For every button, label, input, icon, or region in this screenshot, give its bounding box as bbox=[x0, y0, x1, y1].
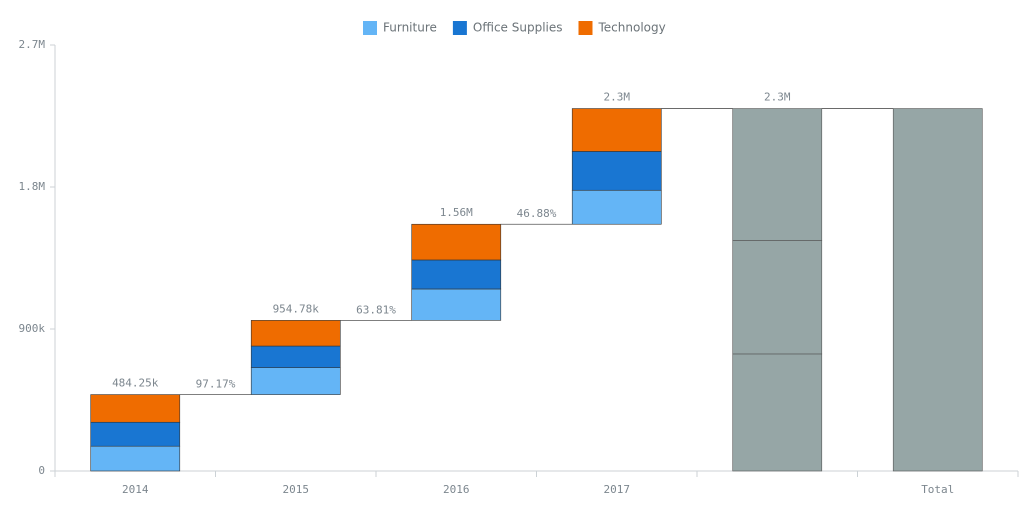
bar-segment bbox=[250, 320, 341, 347]
bar-segment bbox=[250, 367, 341, 395]
legend-swatch bbox=[578, 21, 593, 35]
legend-label: Office Supplies bbox=[473, 21, 563, 35]
bar-segment bbox=[90, 421, 181, 447]
total-label: 954.78k bbox=[273, 302, 320, 315]
y-tick-label: 2.7M bbox=[19, 38, 46, 51]
total-label: 2.3M bbox=[764, 91, 791, 104]
y-tick-label: 900k bbox=[19, 322, 46, 335]
y-tick-label: 1.8M bbox=[19, 180, 46, 193]
x-tick-label: 2017 bbox=[604, 483, 631, 496]
bar-segment bbox=[90, 394, 181, 423]
breakdown-segment bbox=[732, 108, 823, 241]
total-bar bbox=[892, 108, 983, 472]
x-tick-label: 2016 bbox=[443, 483, 470, 496]
bar-segment bbox=[571, 151, 662, 191]
bar-segment bbox=[411, 259, 502, 290]
legend-label: Technology bbox=[598, 21, 666, 35]
bar-segment bbox=[571, 189, 662, 225]
bar-segment bbox=[571, 108, 662, 152]
x-tick-label: 2014 bbox=[122, 483, 149, 496]
total-label: 1.56M bbox=[440, 206, 473, 219]
legend-label: Furniture bbox=[383, 21, 437, 35]
growth-label: 46.88% bbox=[517, 207, 557, 220]
bar-segment bbox=[250, 345, 341, 368]
breakdown-segment bbox=[732, 353, 823, 472]
total-label: 484.25k bbox=[112, 377, 159, 390]
bar-segment bbox=[411, 223, 502, 261]
legend-swatch bbox=[363, 21, 377, 35]
x-tick-label: Total bbox=[921, 483, 954, 496]
bar-segment bbox=[411, 288, 502, 321]
total-label: 2.3M bbox=[604, 91, 631, 104]
y-tick-label: 0 bbox=[38, 464, 45, 477]
bar-segment bbox=[90, 445, 181, 472]
legend-swatch bbox=[452, 21, 467, 35]
breakdown-segment bbox=[732, 240, 823, 355]
x-tick-label: 2015 bbox=[283, 483, 310, 496]
growth-label: 63.81% bbox=[356, 303, 396, 316]
growth-label: 97.17% bbox=[196, 378, 236, 391]
